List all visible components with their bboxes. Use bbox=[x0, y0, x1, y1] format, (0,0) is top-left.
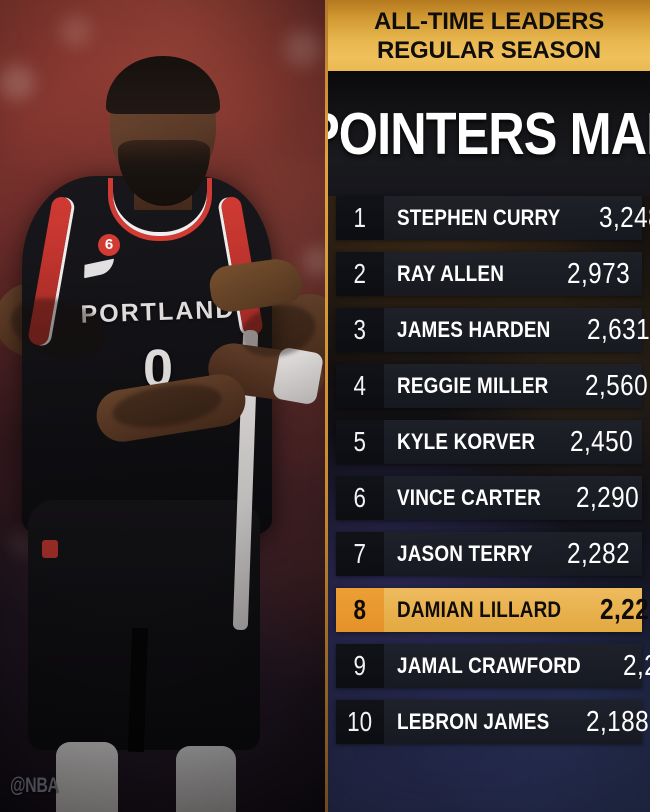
row-value-text: 2,188 bbox=[586, 705, 650, 738]
row-rank-text: 5 bbox=[353, 426, 367, 457]
page-title: 3-POINTERS MADE bbox=[328, 99, 650, 167]
row-value: 2,222 bbox=[588, 588, 650, 632]
row-player-name-text: JAMES HARDEN bbox=[397, 317, 551, 342]
sock-right bbox=[176, 746, 236, 812]
row-rank: 8 bbox=[336, 588, 384, 632]
row-value: 3,248 bbox=[587, 196, 650, 240]
row-player-name-text: KYLE KORVER bbox=[397, 429, 536, 454]
row-value: 2,290 bbox=[564, 476, 650, 520]
row-rank: 1 bbox=[336, 196, 384, 240]
table-row[interactable]: 10 LEBRON JAMES 2,188 bbox=[336, 700, 649, 744]
row-rank: 4 bbox=[336, 364, 384, 408]
row-player-name: LEBRON JAMES bbox=[384, 700, 574, 744]
row-value: 2,631 bbox=[575, 308, 650, 352]
row-player-name: KYLE KORVER bbox=[384, 420, 558, 464]
row-rank: 2 bbox=[336, 252, 384, 296]
row-rank-text: 10 bbox=[347, 706, 373, 737]
player-figure: 6 PORTLAND 0 bbox=[0, 56, 327, 812]
row-value-text: 2,631 bbox=[587, 313, 650, 346]
table-row[interactable]: 1 STEPHEN CURRY 3,248 bbox=[336, 196, 650, 240]
row-player-name-text: STEPHEN CURRY bbox=[397, 205, 561, 230]
sock-left bbox=[56, 742, 118, 812]
table-row[interactable]: 6 VINCE CARTER 2,290 bbox=[336, 476, 642, 520]
row-player-name-text: LEBRON JAMES bbox=[397, 709, 550, 734]
row-value-text: 2,221 bbox=[622, 649, 650, 682]
table-row[interactable]: 5 KYLE KORVER 2,450 bbox=[336, 420, 642, 464]
row-rank-text: 3 bbox=[353, 314, 367, 345]
row-value: 2,450 bbox=[558, 420, 645, 464]
row-player-name-text: JAMAL CRAWFORD bbox=[397, 653, 581, 678]
row-value-text: 2,290 bbox=[576, 481, 640, 514]
row-rank: 3 bbox=[336, 308, 384, 352]
table-row[interactable]: 7 JASON TERRY 2,282 bbox=[336, 532, 642, 576]
row-rank-text: 6 bbox=[353, 482, 367, 513]
table-row[interactable]: 4 REGGIE MILLER 2,560 bbox=[336, 364, 648, 408]
row-value-text: 2,450 bbox=[569, 425, 633, 458]
table-row[interactable]: 3 JAMES HARDEN 2,631 bbox=[336, 308, 650, 352]
row-player-name-text: DAMIAN LILLARD bbox=[397, 597, 562, 622]
nba-watermark: @NBA bbox=[10, 774, 59, 797]
row-player-name: JAMES HARDEN bbox=[384, 308, 575, 352]
row-rank-text: 1 bbox=[353, 202, 367, 233]
row-player-name-text: REGGIE MILLER bbox=[397, 373, 549, 398]
row-value-text: 2,973 bbox=[566, 257, 630, 290]
row-rank: 6 bbox=[336, 476, 384, 520]
leaderboard-list: 1 STEPHEN CURRY 3,248 2 RAY ALLEN 2,973 3 JAMES… bbox=[328, 196, 650, 756]
row-value: 2,282 bbox=[555, 532, 642, 576]
row-player-name-text: JASON TERRY bbox=[397, 541, 533, 566]
row-value-text: 2,560 bbox=[585, 369, 649, 402]
row-player-name-text: VINCE CARTER bbox=[397, 485, 541, 510]
row-value-text: 2,222 bbox=[600, 593, 650, 626]
row-player-name: STEPHEN CURRY bbox=[384, 196, 587, 240]
row-player-name: DAMIAN LILLARD bbox=[384, 588, 588, 632]
row-rank: 7 bbox=[336, 532, 384, 576]
row-player-name: RAY ALLEN bbox=[384, 252, 555, 296]
table-row[interactable]: 9 JAMAL CRAWFORD 2,221 bbox=[336, 644, 650, 688]
row-rank-text: 7 bbox=[353, 538, 367, 569]
row-player-name: VINCE CARTER bbox=[384, 476, 564, 520]
title-band: 3-POINTERS MADE bbox=[328, 71, 650, 196]
panel-divider bbox=[325, 0, 328, 812]
player-photo: 6 PORTLAND 0 @NBA bbox=[0, 0, 327, 812]
row-player-name: JAMAL CRAWFORD bbox=[384, 644, 611, 688]
row-value-text: 2,282 bbox=[566, 537, 630, 570]
row-rank-text: 4 bbox=[353, 370, 367, 401]
row-value: 2,188 bbox=[574, 700, 650, 744]
row-rank: 10 bbox=[336, 700, 384, 744]
header-banner: ALL-TIME LEADERS REGULAR SEASON bbox=[328, 0, 650, 71]
row-rank: 5 bbox=[336, 420, 384, 464]
leaderboard-panel: ALL-TIME LEADERS REGULAR SEASON 3-POINTE… bbox=[328, 0, 650, 812]
header-line-2: REGULAR SEASON bbox=[377, 36, 601, 64]
header-line-1: ALL-TIME LEADERS bbox=[373, 7, 605, 35]
jersey-patch-icon: 6 bbox=[98, 234, 120, 256]
row-rank-text: 9 bbox=[353, 650, 367, 681]
shorts-logo-icon bbox=[42, 540, 58, 558]
row-player-name-text: RAY ALLEN bbox=[397, 261, 505, 286]
row-player-name: JASON TERRY bbox=[384, 532, 555, 576]
row-value: 2,221 bbox=[611, 644, 650, 688]
row-rank-text: 2 bbox=[353, 258, 367, 289]
row-rank: 9 bbox=[336, 644, 384, 688]
table-row[interactable]: 2 RAY ALLEN 2,973 bbox=[336, 252, 642, 296]
row-value-text: 3,248 bbox=[599, 201, 650, 234]
row-player-name: REGGIE MILLER bbox=[384, 364, 573, 408]
table-row[interactable]: 8 DAMIAN LILLARD 2,222 bbox=[336, 588, 650, 632]
row-value: 2,560 bbox=[573, 364, 650, 408]
hair bbox=[106, 56, 220, 114]
row-rank-text: 8 bbox=[353, 594, 367, 625]
row-value: 2,973 bbox=[555, 252, 642, 296]
